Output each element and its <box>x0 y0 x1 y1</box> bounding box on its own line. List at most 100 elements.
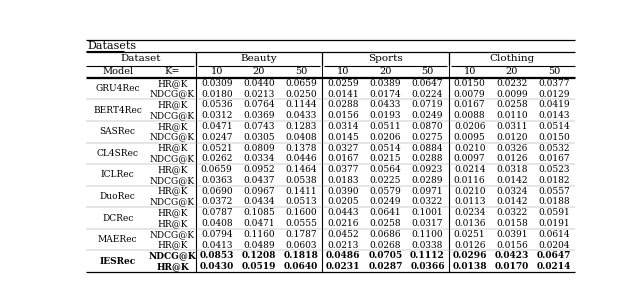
Text: 0.0322: 0.0322 <box>412 197 443 206</box>
Text: HR@K: HR@K <box>157 219 188 228</box>
Text: 0.0377: 0.0377 <box>538 79 570 88</box>
Text: 50: 50 <box>548 67 560 76</box>
Text: MAERec: MAERec <box>98 235 138 244</box>
Text: 0.0099: 0.0099 <box>496 90 527 99</box>
Text: 0.0764: 0.0764 <box>243 100 275 109</box>
Text: 0.0143: 0.0143 <box>538 111 570 120</box>
Text: 0.0150: 0.0150 <box>454 79 486 88</box>
Text: 0.0138: 0.0138 <box>452 262 487 271</box>
Text: 0.0338: 0.0338 <box>412 241 443 250</box>
Text: NDCG@K: NDCG@K <box>150 90 195 99</box>
Text: 0.0324: 0.0324 <box>496 187 527 196</box>
Text: 0.0224: 0.0224 <box>412 90 443 99</box>
Text: 0.0215: 0.0215 <box>369 154 401 163</box>
Text: 0.0141: 0.0141 <box>328 90 359 99</box>
Text: 0.1283: 0.1283 <box>285 122 317 131</box>
Text: 0.0511: 0.0511 <box>369 122 401 131</box>
Text: 0.0126: 0.0126 <box>454 241 485 250</box>
Text: 0.0555: 0.0555 <box>285 219 317 228</box>
Text: 0.0557: 0.0557 <box>538 187 570 196</box>
Text: 0.0686: 0.0686 <box>369 230 401 239</box>
Text: 0.0288: 0.0288 <box>412 154 444 163</box>
Text: 0.0434: 0.0434 <box>243 197 275 206</box>
Text: 0.1100: 0.1100 <box>412 230 444 239</box>
Text: 0.0210: 0.0210 <box>454 143 485 153</box>
Text: ICLRec: ICLRec <box>101 170 134 180</box>
Text: 0.0259: 0.0259 <box>328 79 359 88</box>
Text: 0.0150: 0.0150 <box>538 133 570 142</box>
Text: 0.0690: 0.0690 <box>201 187 232 196</box>
Text: 0.0258: 0.0258 <box>496 100 527 109</box>
Text: 0.0231: 0.0231 <box>326 262 360 271</box>
Text: 50: 50 <box>295 67 307 76</box>
Text: 0.0536: 0.0536 <box>201 100 232 109</box>
Text: HR@K: HR@K <box>157 143 188 153</box>
Text: DuoRec: DuoRec <box>100 192 136 201</box>
Text: 0.0579: 0.0579 <box>369 187 401 196</box>
Text: 0.0145: 0.0145 <box>327 133 359 142</box>
Text: NDCG@K: NDCG@K <box>150 230 195 239</box>
Text: 0.0366: 0.0366 <box>410 262 445 271</box>
Text: 0.0787: 0.0787 <box>201 208 232 217</box>
Text: NDCG@K: NDCG@K <box>150 197 195 206</box>
Text: 0.0095: 0.0095 <box>454 133 486 142</box>
Text: 0.0532: 0.0532 <box>538 143 570 153</box>
Text: 0.0377: 0.0377 <box>328 165 359 174</box>
Text: 0.0180: 0.0180 <box>201 90 232 99</box>
Text: 0.0538: 0.0538 <box>285 176 317 185</box>
Text: 0.0390: 0.0390 <box>328 187 359 196</box>
Text: NDCG@K: NDCG@K <box>150 133 195 142</box>
Text: 0.0110: 0.0110 <box>496 111 527 120</box>
Text: 0.0391: 0.0391 <box>496 230 527 239</box>
Text: 0.0275: 0.0275 <box>412 133 444 142</box>
Text: 0.0116: 0.0116 <box>454 176 486 185</box>
Text: Datasets: Datasets <box>87 41 136 51</box>
Text: 0.0743: 0.0743 <box>243 122 275 131</box>
Text: 0.0719: 0.0719 <box>412 100 444 109</box>
Text: 0.1818: 0.1818 <box>284 251 319 260</box>
Text: 0.0809: 0.0809 <box>243 143 275 153</box>
Text: 0.0305: 0.0305 <box>243 133 275 142</box>
Text: BERT4Rec: BERT4Rec <box>93 106 142 115</box>
Text: SASRec: SASRec <box>100 127 136 136</box>
Text: 0.0213: 0.0213 <box>328 241 359 250</box>
Text: 0.0247: 0.0247 <box>201 133 232 142</box>
Text: 0.0389: 0.0389 <box>369 79 401 88</box>
Text: HR@K: HR@K <box>157 187 188 196</box>
Text: Model: Model <box>102 67 133 76</box>
Text: 0.0296: 0.0296 <box>452 251 487 260</box>
Text: 0.0249: 0.0249 <box>412 111 444 120</box>
Text: 0.0794: 0.0794 <box>201 230 232 239</box>
Text: 0.1208: 0.1208 <box>242 251 276 260</box>
Text: 0.0870: 0.0870 <box>412 122 444 131</box>
Text: 0.0326: 0.0326 <box>496 143 527 153</box>
Text: 0.0234: 0.0234 <box>454 208 485 217</box>
Text: Clothing: Clothing <box>489 54 534 63</box>
Text: 0.0167: 0.0167 <box>328 154 359 163</box>
Text: 0.0514: 0.0514 <box>369 143 401 153</box>
Text: 0.0489: 0.0489 <box>243 241 275 250</box>
Text: 0.0225: 0.0225 <box>369 176 401 185</box>
Text: 10: 10 <box>211 67 223 76</box>
Text: 0.0513: 0.0513 <box>285 197 317 206</box>
Text: 0.0318: 0.0318 <box>496 165 527 174</box>
Text: GRU4Rec: GRU4Rec <box>95 84 140 93</box>
Text: 0.0327: 0.0327 <box>328 143 359 153</box>
Text: 20: 20 <box>379 67 392 76</box>
Text: 0.0446: 0.0446 <box>285 154 317 163</box>
Text: 50: 50 <box>421 67 434 76</box>
Text: 0.0182: 0.0182 <box>538 176 570 185</box>
Text: HR@K: HR@K <box>157 241 188 250</box>
Text: 0.1112: 0.1112 <box>410 251 445 260</box>
Text: 20: 20 <box>506 67 518 76</box>
Text: 0.0312: 0.0312 <box>201 111 232 120</box>
Text: 0.0170: 0.0170 <box>495 262 529 271</box>
Text: 0.0167: 0.0167 <box>538 154 570 163</box>
Text: NDCG@K: NDCG@K <box>150 176 195 185</box>
Text: 0.0334: 0.0334 <box>243 154 275 163</box>
Text: 0.0440: 0.0440 <box>243 79 275 88</box>
Text: 0.0641: 0.0641 <box>369 208 401 217</box>
Text: 0.0214: 0.0214 <box>454 165 485 174</box>
Text: 0.1464: 0.1464 <box>285 165 317 174</box>
Text: HR@K: HR@K <box>157 100 188 109</box>
